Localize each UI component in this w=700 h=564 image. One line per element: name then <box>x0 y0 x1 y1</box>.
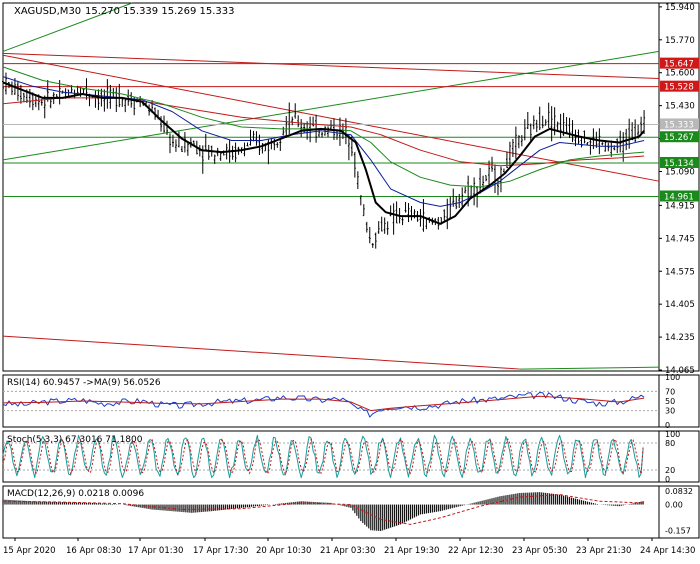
stoch-tick-label: 100 <box>665 430 680 439</box>
level-price-label-box <box>660 131 699 143</box>
price-tick-label: 15.770 <box>665 36 695 46</box>
rsi-tick-label: 100 <box>665 373 680 382</box>
level-price-label-box <box>660 80 699 92</box>
price-tick-label: 14.405 <box>665 300 695 310</box>
time-tick-label: 20 Apr 10:30 <box>256 546 311 556</box>
red-trend-line-falling <box>2 54 660 182</box>
stoch-tick-label: 80 <box>665 439 675 448</box>
level-price-label: 15.528 <box>664 83 694 93</box>
macd-tick-label: 0.0832 <box>665 487 693 496</box>
time-tick-label: 22 Apr 12:30 <box>448 546 503 556</box>
level-price-label-box <box>660 190 699 202</box>
macd-signal-line <box>2 494 645 525</box>
time-tick-label: 21 Apr 19:30 <box>384 546 439 556</box>
panel-frame-main <box>2 2 700 372</box>
level-price-label: 15.267 <box>664 133 694 143</box>
price-tick-label: 15.430 <box>665 102 695 112</box>
rsi-tick-label: 70 <box>665 387 675 396</box>
price-tick-label: 14.575 <box>665 267 695 277</box>
time-tick-label: 16 Apr 08:30 <box>66 546 121 556</box>
symbol-header: XAGUSD,M30 <box>14 6 81 17</box>
moving-average-green <box>2 66 645 188</box>
price-tick-label: 15.090 <box>665 168 695 178</box>
time-tick-label: 21 Apr 03:30 <box>320 546 375 556</box>
stoch-tick-label: 20 <box>665 466 675 475</box>
stoch-tick-label: 0 <box>665 475 670 484</box>
stoch-d-line <box>2 437 644 476</box>
moving-average-blue <box>2 76 645 207</box>
level-price-label: 15.647 <box>664 60 694 70</box>
macd-tick-label: 0.00 <box>665 501 683 510</box>
price-tick-label: 14.065 <box>665 366 695 376</box>
rsi-ma-line <box>2 395 645 412</box>
price-tick-label: 14.915 <box>665 201 695 211</box>
time-tick-label: 17 Apr 17:30 <box>193 546 248 556</box>
level-price-label: 15.333 <box>664 120 694 130</box>
price-tick-label: 15.940 <box>665 3 695 13</box>
green-trend-line-lower <box>519 366 660 370</box>
time-tick-label: 23 Apr 21:30 <box>576 546 631 556</box>
stoch-k-line <box>2 434 644 479</box>
level-price-label: 14.961 <box>664 192 694 202</box>
time-tick-label: 24 Apr 14:30 <box>640 546 695 556</box>
rsi-tick-label: 50 <box>665 397 675 406</box>
level-price-label-box <box>660 57 699 69</box>
time-tick-label: 17 Apr 01:30 <box>128 546 183 556</box>
panel-frame-macd <box>2 485 700 539</box>
macd-panel[interactable]: 0.0832 0.00 -0.157 <box>2 487 693 536</box>
green-trend-line-rising <box>2 50 660 161</box>
price-tick-label: 14.235 <box>665 333 695 343</box>
ohlc-header: 15.270 15.339 15.269 15.333 <box>85 6 235 17</box>
level-price-label: 15.134 <box>664 159 694 169</box>
time-tick-label: 15 Apr 2020 <box>3 546 56 556</box>
level-price-label-box <box>660 118 699 130</box>
red-trend-line-upper <box>2 52 660 80</box>
price-panel[interactable]: 15.94015.77015.60015.43015.26015.09014.9… <box>2 2 699 376</box>
panel-frame-rsi <box>2 374 700 428</box>
moving-average-black <box>2 81 645 225</box>
price-tick-label: 15.600 <box>665 69 695 79</box>
rsi-line <box>2 392 645 418</box>
macd-tick-label: -0.157 <box>665 527 691 536</box>
rsi-tick-label: 30 <box>665 407 675 416</box>
rsi-label: RSI(14) 60.9457 ->MA(9) 56.0526 <box>7 378 161 388</box>
green-trend-line-upper <box>2 2 133 52</box>
rsi-tick-label: 0 <box>665 421 670 430</box>
red-trend-line-lower <box>2 335 520 370</box>
price-tick-label: 14.745 <box>665 234 695 244</box>
level-price-label-box <box>660 156 699 168</box>
stoch-label: Stoch(5,3,3) 67.3016 71.1800 <box>7 435 143 445</box>
time-tick-label: 23 Apr 05:30 <box>512 546 567 556</box>
macd-label: MACD(12,26,9) 0.0218 0.0096 <box>7 489 144 499</box>
time-axis: 15 Apr 2020 16 Apr 08:30 17 Apr 01:30 17 Ap… <box>3 538 695 556</box>
